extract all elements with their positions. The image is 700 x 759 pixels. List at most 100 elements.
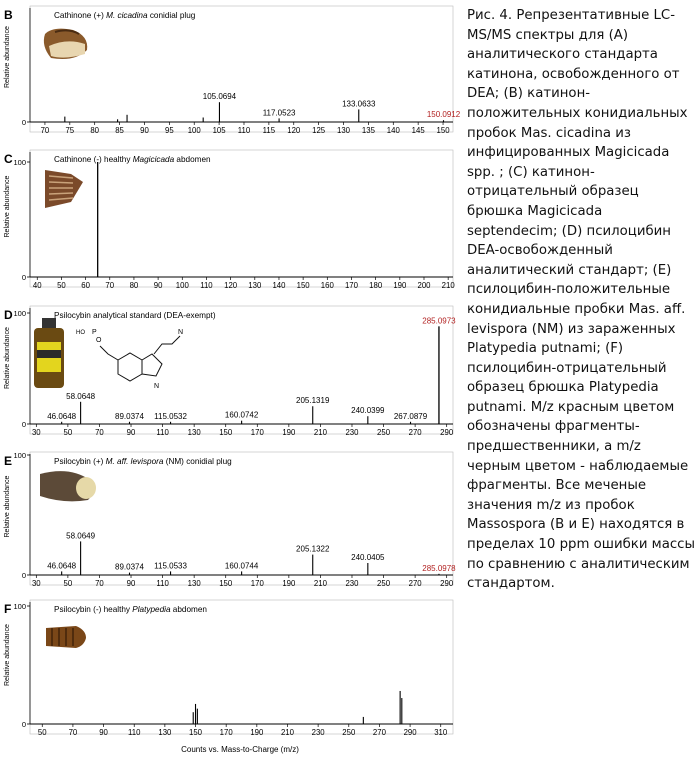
spectrum-panel-e: E Psilocybin (+) M. aff. levispora (NM) c… — [4, 451, 456, 588]
x-tick-label: 190 — [282, 579, 296, 588]
y-tick-label: 0 — [22, 273, 26, 282]
x-tick-label: 130 — [337, 126, 351, 135]
panel-title: Cathinone (+) M. cicadina conidial plug — [54, 11, 196, 20]
x-tick-label: 110 — [200, 281, 213, 290]
panel-title: Psilocybin (+) M. aff. levispora (NM) co… — [54, 457, 232, 466]
panel-title-part: conidial plug — [148, 11, 196, 20]
x-tick-label: 150 — [219, 579, 233, 588]
structure-atom-o: O — [96, 337, 102, 344]
y-axis-label: Relative abundance — [4, 26, 11, 88]
panel-title-part: Cathinone (-) healthy — [54, 155, 133, 164]
panel-title-part: Psilocybin (+) — [54, 457, 106, 466]
x-tick-label: 270 — [409, 579, 423, 588]
structure-atom-p: P — [92, 329, 97, 336]
x-tick-label: 290 — [404, 728, 418, 737]
y-tick-label: 100 — [13, 309, 26, 318]
panel-frame — [29, 599, 454, 735]
x-tick-label: 130 — [188, 428, 202, 437]
x-tick-label: 70 — [105, 281, 114, 290]
vial-cap — [42, 318, 56, 328]
fragment-mz-label: 240.0399 — [351, 406, 385, 415]
panel-title: Psilocybin analytical standard (DEA-exem… — [54, 311, 216, 320]
x-tick-label: 210 — [442, 281, 456, 290]
x-tick-label: 110 — [156, 579, 169, 588]
x-tick-label: 150 — [437, 126, 451, 135]
fragment-mz-label: 115.0533 — [154, 561, 187, 570]
x-tick-label: 230 — [312, 728, 326, 737]
panel-title-part: Psilocybin analytical standard (DEA-exem… — [54, 311, 216, 320]
x-tick-label: 130 — [158, 728, 172, 737]
x-tick-label: 90 — [127, 579, 136, 588]
x-tick-label: 100 — [188, 126, 202, 135]
panel-title-part: M. aff. levispora — [106, 457, 164, 466]
y-axis-label: Relative abundance — [4, 176, 11, 238]
fragment-mz-label: 115.0532 — [154, 412, 187, 421]
x-tick-label: 145 — [412, 126, 426, 135]
panel-title-part: abdomen — [174, 155, 211, 164]
fragment-mz-label: 133.0633 — [342, 99, 376, 108]
x-tick-label: 105 — [213, 126, 227, 135]
panel-title-part: Platypedia — [132, 605, 171, 614]
structure-atom-nh: N — [154, 383, 159, 390]
x-tick-label: 135 — [362, 126, 376, 135]
panel-title-part: abdomen — [171, 605, 208, 614]
lcms-figure: B Cathinone (+) M. cicadina conidial plug… — [4, 5, 461, 754]
fragment-mz-label: 89.0374 — [115, 563, 144, 572]
x-tick-label: 210 — [281, 728, 295, 737]
figure-caption: Рис. 4. Репрезентативные LC-MS/MS спектр… — [467, 8, 695, 592]
panel-letter: C — [4, 152, 13, 166]
x-tick-label: 190 — [393, 281, 407, 290]
spectrum-panel-d: D Psilocybin analytical standard (DEA-exe… — [4, 305, 456, 437]
x-tick-label: 130 — [248, 281, 262, 290]
x-tick-label: 50 — [57, 281, 66, 290]
spectrum-panel-c: C Cathinone (-) healthy Magicicada abdome… — [4, 149, 456, 290]
x-tick-label: 80 — [90, 126, 99, 135]
x-tick-label: 270 — [373, 728, 387, 737]
x-tick-label: 160 — [321, 281, 335, 290]
structure-atom-n: N — [178, 329, 183, 336]
x-tick-label: 40 — [33, 281, 42, 290]
panel-title: Cathinone (-) healthy Magicicada abdomen — [54, 155, 211, 164]
x-tick-label: 150 — [297, 281, 311, 290]
y-tick-label: 0 — [22, 420, 26, 429]
x-tick-label: 250 — [377, 428, 391, 437]
panel-title-part: Psilocybin (-) healthy — [54, 605, 132, 614]
x-tick-label: 90 — [140, 126, 149, 135]
panel-title-part: (NM) conidial plug — [163, 457, 232, 466]
x-tick-label: 50 — [64, 428, 73, 437]
y-tick-label: 100 — [13, 602, 26, 611]
x-tick-label: 115 — [263, 126, 276, 135]
x-tick-label: 210 — [314, 579, 328, 588]
x-tick-label: 50 — [38, 728, 47, 737]
y-tick-label: 100 — [13, 158, 26, 167]
panel-frame — [29, 5, 454, 133]
x-tick-label: 70 — [41, 126, 50, 135]
precursor-mz-label: 150.0912 — [427, 110, 461, 119]
fragment-mz-label: 160.0744 — [225, 561, 259, 570]
x-tick-label: 120 — [287, 126, 301, 135]
x-tick-label: 310 — [434, 728, 448, 737]
x-tick-label: 70 — [95, 579, 104, 588]
x-tick-label: 250 — [342, 728, 356, 737]
x-tick-label: 130 — [188, 579, 202, 588]
fragment-mz-label: 58.0648 — [66, 392, 95, 401]
x-tick-label: 140 — [387, 126, 401, 135]
x-tick-label: 50 — [64, 579, 73, 588]
panel-letter: F — [4, 602, 11, 616]
x-tick-label: 90 — [99, 728, 108, 737]
x-tick-label: 30 — [32, 428, 41, 437]
panel-title-part: Magicicada — [133, 155, 175, 164]
x-tick-label: 180 — [369, 281, 383, 290]
y-tick-label: 100 — [13, 451, 26, 460]
precursor-mz-label: 285.0978 — [422, 564, 456, 573]
x-tick-label: 290 — [440, 579, 454, 588]
x-tick-label: 190 — [250, 728, 264, 737]
y-tick-label: 0 — [22, 571, 26, 580]
panel-title-part: M. cicadina — [106, 11, 148, 20]
panel-title: Psilocybin (-) healthy Platypedia abdome… — [54, 605, 207, 614]
panel-letter: E — [4, 454, 12, 468]
x-tick-label: 70 — [95, 428, 104, 437]
x-tick-label: 290 — [440, 428, 454, 437]
fragment-mz-label: 267.0879 — [394, 412, 428, 421]
x-tick-label: 200 — [417, 281, 431, 290]
